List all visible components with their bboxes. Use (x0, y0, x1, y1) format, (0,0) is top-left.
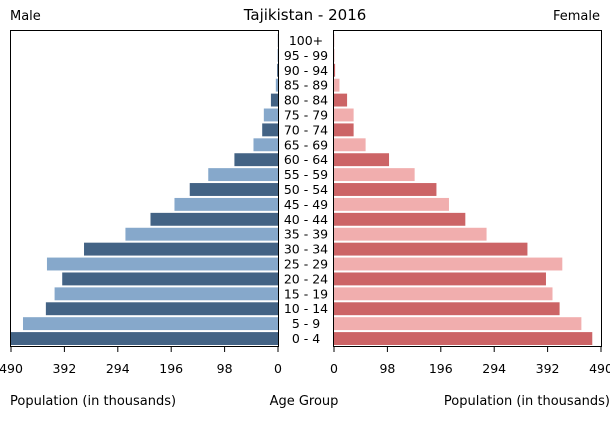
male-bar-0-4 (11, 332, 278, 345)
age-group-label: 95 - 99 (284, 48, 328, 63)
age-group-label: 75 - 79 (284, 107, 328, 122)
female-bar-25-29 (334, 257, 563, 271)
male-bar-70-74 (262, 123, 278, 137)
age-group-label: 30 - 34 (284, 242, 328, 257)
male-plot-area (10, 30, 279, 347)
male-bar-35-39 (125, 227, 279, 241)
female-bar-0-4 (334, 332, 593, 345)
age-group-label: 85 - 89 (284, 78, 328, 93)
male-bar-85-89 (275, 78, 278, 92)
female-plot-area (333, 30, 602, 347)
male-bar-5-9 (22, 317, 278, 331)
age-group-label: 15 - 19 (284, 286, 328, 301)
male-bar-75-79 (263, 108, 278, 122)
age-group-label: 90 - 94 (284, 63, 328, 78)
age-group-label: 55 - 59 (284, 167, 328, 182)
age-group-label: 50 - 54 (284, 182, 328, 197)
male-bar-40-44 (150, 212, 278, 226)
female-bar-80-84 (334, 93, 348, 107)
female-bar-60-64 (334, 153, 390, 167)
age-group-axis-title: Age Group (270, 394, 339, 409)
male-bar-10-14 (45, 302, 279, 316)
female-axis-title: Population (in thousands) (444, 394, 610, 409)
age-group-label: 65 - 69 (284, 137, 328, 152)
female-tick-label: 196 (429, 361, 453, 376)
female-bar-40-44 (334, 212, 466, 226)
age-group-label: 70 - 74 (284, 122, 328, 137)
male-bar-65-69 (253, 138, 278, 152)
male-bar-90-94 (277, 63, 278, 77)
female-bar-15-19 (334, 287, 553, 301)
female-bar-35-39 (334, 227, 487, 241)
female-bar-65-69 (334, 138, 366, 152)
female-bar-5-9 (334, 317, 582, 331)
age-group-label: 10 - 14 (284, 301, 328, 316)
female-bar-70-74 (334, 123, 354, 137)
male-bar-45-49 (174, 197, 278, 211)
female-bar-75-79 (334, 108, 354, 122)
age-group-label: 20 - 24 (284, 271, 328, 286)
female-tick-label: 0 (330, 361, 338, 376)
male-bar-20-24 (62, 272, 278, 286)
male-tick-label: 98 (217, 361, 233, 376)
male-bar-30-34 (84, 242, 279, 256)
age-group-label: 80 - 84 (284, 93, 328, 108)
chart-title: Tajikistan - 2016 (243, 6, 367, 24)
male-tick-label: 0 (274, 361, 282, 376)
female-bar-90-94 (334, 63, 336, 77)
age-group-label: 5 - 9 (292, 316, 320, 331)
age-group-label: 35 - 39 (284, 227, 328, 242)
female-label: Female (553, 9, 600, 24)
female-bar-85-89 (334, 78, 340, 92)
male-bar-55-59 (208, 168, 278, 182)
age-group-label: 40 - 44 (284, 212, 328, 227)
female-bar-55-59 (334, 168, 415, 182)
female-tick-label: 490 (589, 361, 610, 376)
female-tick-label: 98 (379, 361, 395, 376)
male-bar-80-84 (270, 93, 278, 107)
male-bar-15-19 (54, 287, 279, 301)
male-bar-25-29 (46, 257, 279, 271)
female-tick-label: 392 (536, 361, 560, 376)
female-bar-20-24 (334, 272, 546, 286)
female-tick-label: 294 (482, 361, 506, 376)
female-bar-50-54 (334, 183, 437, 196)
male-bar-50-54 (189, 183, 278, 196)
male-label: Male (10, 9, 41, 24)
age-group-label: 45 - 49 (284, 197, 328, 212)
female-bar-45-49 (334, 197, 449, 211)
male-axis-title: Population (in thousands) (10, 394, 176, 409)
female-bar-30-34 (334, 242, 528, 256)
male-tick-label: 392 (52, 361, 76, 376)
age-group-label: 100+ (289, 33, 323, 48)
male-tick-label: 196 (159, 361, 183, 376)
male-tick-label: 294 (106, 361, 130, 376)
male-bar-60-64 (234, 153, 278, 167)
male-tick-label: 490 (0, 361, 23, 376)
female-bar-10-14 (334, 302, 560, 316)
age-group-label: 25 - 29 (284, 257, 328, 272)
age-group-label: 0 - 4 (292, 331, 320, 346)
age-group-label: 60 - 64 (284, 152, 328, 167)
